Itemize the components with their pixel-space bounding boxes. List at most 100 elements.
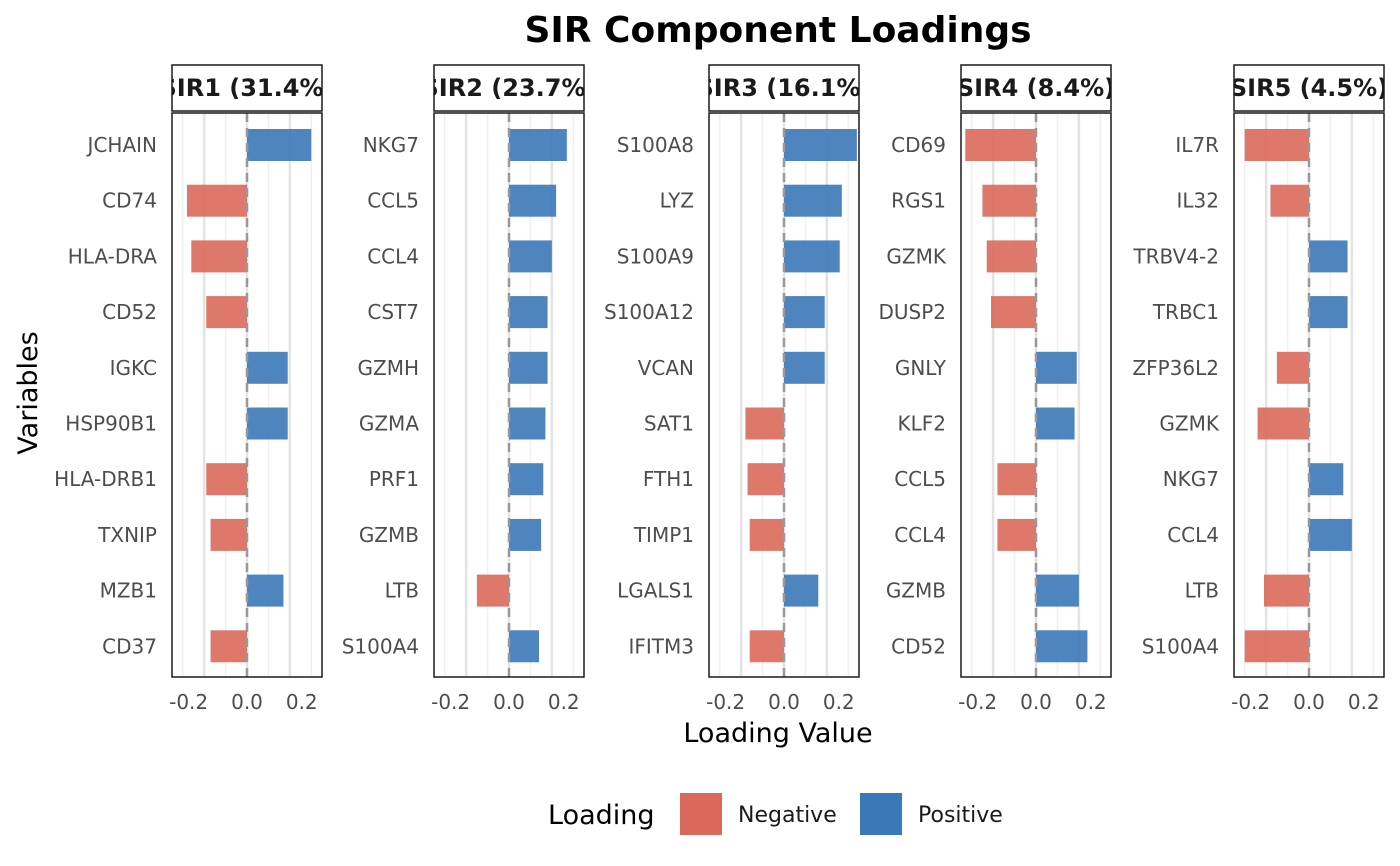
bar-TIMP1 (749, 518, 784, 551)
bar-JCHAIN (247, 129, 312, 161)
legend-title: Loading (548, 800, 655, 831)
bar-GNLY (1036, 351, 1077, 384)
bar-CST7 (509, 296, 548, 329)
bar-CD52 (1036, 630, 1088, 663)
y-tick-label: CD52 (102, 300, 157, 324)
bar-KLF2 (1036, 407, 1075, 440)
bar-LGALS1 (784, 574, 819, 607)
bar-CCL5 (997, 463, 1036, 496)
facet-strip (433, 64, 585, 112)
chart-title: SIR Component Loadings (524, 10, 1031, 51)
y-tick-label: S100A8 (617, 133, 694, 157)
y-tick-label: MZB1 (100, 579, 157, 603)
x-tick-label: 0.2 (286, 690, 318, 714)
y-tick-label: GZMB (886, 579, 946, 603)
bar-S100A8 (784, 129, 857, 161)
bar-S100A12 (784, 296, 825, 329)
y-tick-label: S100A9 (617, 244, 694, 268)
bar-LTB (1264, 574, 1309, 607)
y-tick-label: NKG7 (363, 133, 419, 157)
bar-HSP90B1 (247, 407, 288, 440)
y-tick-label: CST7 (367, 300, 419, 324)
facet-strip-label: SIR1 (31.4%) (160, 74, 335, 102)
y-axis-title: Variables (13, 331, 44, 454)
y-tick-label: JCHAIN (86, 133, 157, 157)
bar-HLA-DRA (191, 240, 247, 273)
panel-border (433, 112, 585, 678)
bar-CD52 (206, 296, 247, 329)
bar-DUSP2 (991, 296, 1036, 329)
y-tick-label: ZFP36L2 (1132, 356, 1219, 380)
y-tick-label: RGS1 (891, 189, 946, 213)
y-tick-label: LTB (385, 579, 419, 603)
bar-NKG7 (509, 129, 567, 161)
legend: Loading Negative Positive (548, 793, 1003, 835)
y-tick-label: TXNIP (97, 523, 157, 547)
bar-GZMB (1036, 574, 1079, 607)
y-tick-label: GNLY (895, 356, 947, 380)
x-tick-label: 0.0 (493, 690, 525, 714)
y-tick-label: HSP90B1 (65, 412, 157, 436)
bar-SAT1 (745, 407, 784, 440)
y-tick-label: TIMP1 (633, 523, 694, 547)
bar-TRBV4-2 (1309, 240, 1348, 273)
x-tick-label: -0.2 (958, 690, 997, 714)
x-axis-title: Loading Value (683, 718, 872, 749)
panel-border (960, 112, 1112, 678)
y-tick-label: GZMH (358, 356, 420, 380)
bar-FTH1 (747, 463, 784, 496)
bar-CCL4 (1309, 518, 1352, 551)
panel-border (708, 112, 860, 678)
facet-panel-2: SIR2 (23.7%) NKG7 CCL5 CCL4 CST7 GZMH GZMA PRF1… (342, 64, 585, 714)
y-tick-label: VCAN (638, 356, 694, 380)
y-tick-label: NKG7 (1163, 467, 1219, 491)
y-tick-label: KLF2 (898, 412, 947, 436)
x-tick-label: 0.0 (231, 690, 263, 714)
bar-TXNIP (210, 518, 247, 551)
facet-strip (960, 64, 1112, 112)
facet-panel-1: SIR1 (31.4%) JCHAIN CD74 HLA-DRA CD52 IGKC HSP… (54, 64, 335, 714)
facet-panel-3: SIR3 (16.1%) S100A8 LYZ S100A9 S100A12 VCAN SA… (604, 64, 872, 714)
facet-strip (708, 64, 860, 112)
bar-IL32 (1270, 184, 1309, 217)
bar-CD69 (965, 129, 1036, 161)
bar-HLA-DRB1 (206, 463, 247, 496)
bar-IGKC (247, 351, 288, 384)
facet-strip-label: SIR3 (16.1%) (697, 74, 872, 102)
bar-CCL4 (997, 518, 1036, 551)
facet-panel-4: SIR4 (8.4%) CD69 RGS1 GZMK DUSP2 GNLY KLF2 CCL5… (878, 64, 1115, 714)
y-tick-label: HLA-DRB1 (54, 467, 157, 491)
bar-VCAN (784, 351, 825, 384)
y-tick-label: PRF1 (369, 467, 419, 491)
bar-CCL5 (509, 184, 557, 217)
bar-RGS1 (982, 184, 1036, 217)
bar-LTB (476, 574, 509, 607)
legend-label-positive: Positive (918, 803, 1003, 828)
y-tick-label: CD37 (102, 634, 157, 658)
y-tick-label: CD69 (891, 133, 946, 157)
legend-swatch-positive (860, 793, 902, 835)
x-tick-label: 0.2 (823, 690, 855, 714)
facet-panel-5: SIR5 (4.5%) IL7R IL32 TRBV4-2 TRBC1 ZFP36L2 GZ… (1132, 64, 1385, 714)
y-tick-label: CCL4 (894, 523, 946, 547)
y-tick-label: CCL5 (367, 189, 419, 213)
y-tick-label: CCL4 (1167, 523, 1219, 547)
facet-strip-label: SIR4 (8.4%) (957, 74, 1115, 102)
y-tick-label: SAT1 (644, 412, 694, 436)
bar-ZFP36L2 (1276, 351, 1309, 384)
y-tick-label: GZMB (359, 523, 419, 547)
bar-CD74 (187, 184, 247, 217)
y-tick-label: FTH1 (643, 467, 694, 491)
y-tick-label: GZMK (886, 244, 946, 268)
y-tick-label: LYZ (660, 189, 694, 213)
legend-label-negative: Negative (738, 803, 837, 828)
bar-CCL4 (509, 240, 552, 273)
y-tick-label: CCL5 (894, 467, 946, 491)
x-tick-label: 0.0 (1020, 690, 1052, 714)
bar-LYZ (784, 184, 842, 217)
bar-GZMB (509, 518, 542, 551)
y-tick-label: IL7R (1175, 133, 1219, 157)
bar-GZMA (509, 407, 546, 440)
y-tick-label: CD74 (102, 189, 157, 213)
